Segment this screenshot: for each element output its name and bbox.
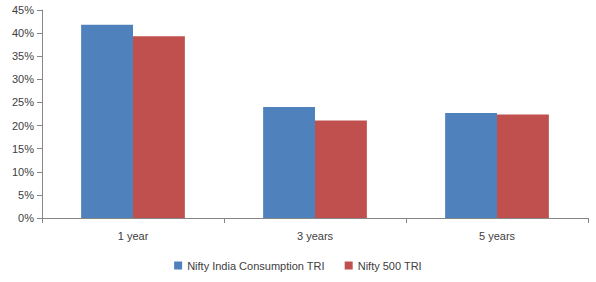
svg-text:Nifty India Consumption TRI: Nifty India Consumption TRI — [187, 260, 324, 272]
svg-text:0%: 0% — [18, 212, 34, 224]
svg-text:10%: 10% — [12, 166, 34, 178]
svg-text:40%: 40% — [12, 27, 34, 39]
svg-text:Nifty 500 TRI: Nifty 500 TRI — [358, 260, 422, 272]
svg-text:5%: 5% — [18, 189, 34, 201]
svg-text:20%: 20% — [12, 120, 34, 132]
svg-text:3 years: 3 years — [297, 230, 334, 242]
svg-text:30%: 30% — [12, 73, 34, 85]
svg-text:1 year: 1 year — [118, 230, 149, 242]
svg-text:15%: 15% — [12, 143, 34, 155]
svg-text:45%: 45% — [12, 4, 34, 16]
svg-text:5 years: 5 years — [479, 230, 516, 242]
svg-text:35%: 35% — [12, 50, 34, 62]
svg-text:25%: 25% — [12, 96, 34, 108]
